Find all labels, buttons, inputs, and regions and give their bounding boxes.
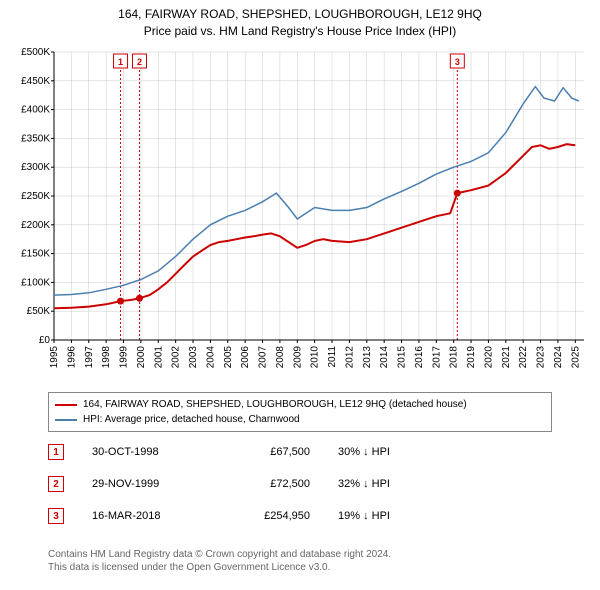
event-row: 1 30-OCT-1998 £67,500 30% ↓ HPI (48, 436, 552, 468)
svg-text:2020: 2020 (483, 346, 494, 369)
svg-text:2008: 2008 (275, 346, 286, 369)
svg-text:2009: 2009 (292, 346, 303, 369)
svg-text:2006: 2006 (240, 346, 251, 369)
title-block: 164, FAIRWAY ROAD, SHEPSHED, LOUGHBOROUG… (0, 0, 600, 40)
svg-text:2017: 2017 (431, 346, 442, 369)
chart-svg: 1 2 3 £0 £50K £100K £150K £200K £250K £300K £350K £… (8, 44, 592, 384)
svg-text:£500K: £500K (21, 47, 50, 58)
svg-text:2007: 2007 (258, 346, 269, 369)
svg-text:2016: 2016 (414, 346, 425, 369)
svg-text:£300K: £300K (21, 162, 50, 173)
svg-text:2018: 2018 (449, 346, 460, 369)
event-delta: 19% ↓ HPI (338, 510, 458, 522)
legend-swatch (55, 404, 77, 406)
svg-text:2012: 2012 (344, 346, 355, 369)
svg-text:2015: 2015 (397, 346, 408, 369)
event-delta: 30% ↓ HPI (338, 446, 458, 458)
svg-text:2010: 2010 (310, 346, 321, 369)
svg-text:2023: 2023 (536, 346, 547, 369)
svg-text:£100K: £100K (21, 277, 50, 288)
svg-text:£350K: £350K (21, 133, 50, 144)
event-row: 2 29-NOV-1999 £72,500 32% ↓ HPI (48, 468, 552, 500)
svg-text:£150K: £150K (21, 249, 50, 260)
svg-text:2001: 2001 (153, 346, 164, 369)
event-marker-icon: 3 (48, 508, 64, 524)
svg-text:1995: 1995 (49, 346, 60, 369)
title-line-1: 164, FAIRWAY ROAD, SHEPSHED, LOUGHBOROUG… (0, 6, 600, 23)
footnote-line: This data is licensed under the Open Gov… (48, 561, 552, 574)
event-price: £72,500 (220, 478, 310, 490)
svg-text:2005: 2005 (223, 346, 234, 369)
svg-text:2003: 2003 (188, 346, 199, 369)
event-row: 3 16-MAR-2018 £254,950 19% ↓ HPI (48, 500, 552, 532)
svg-text:3: 3 (455, 57, 460, 67)
svg-text:£200K: £200K (21, 220, 50, 231)
svg-text:2000: 2000 (136, 346, 147, 369)
legend-swatch (55, 419, 77, 421)
svg-text:2025: 2025 (570, 346, 581, 369)
event-date: 29-NOV-1999 (92, 478, 192, 490)
legend-label: HPI: Average price, detached house, Char… (83, 412, 300, 427)
chart: 1 2 3 £0 £50K £100K £150K £200K £250K £300K £350K £… (8, 44, 592, 384)
svg-text:1998: 1998 (101, 346, 112, 369)
events-table: 1 30-OCT-1998 £67,500 30% ↓ HPI 2 29-NOV… (48, 436, 552, 532)
footnote: Contains HM Land Registry data © Crown c… (48, 548, 552, 574)
event-marker-icon: 1 (48, 444, 64, 460)
svg-text:2: 2 (137, 57, 142, 67)
event-date: 16-MAR-2018 (92, 510, 192, 522)
svg-text:2019: 2019 (466, 346, 477, 369)
svg-text:£0: £0 (39, 335, 51, 346)
event-date: 30-OCT-1998 (92, 446, 192, 458)
svg-text:£50K: £50K (27, 306, 51, 317)
footnote-line: Contains HM Land Registry data © Crown c… (48, 548, 552, 561)
event-price: £67,500 (220, 446, 310, 458)
legend: 164, FAIRWAY ROAD, SHEPSHED, LOUGHBOROUG… (48, 392, 552, 432)
svg-text:2021: 2021 (501, 346, 512, 369)
svg-text:1997: 1997 (84, 346, 95, 369)
svg-text:2002: 2002 (171, 346, 182, 369)
legend-item: HPI: Average price, detached house, Char… (55, 412, 545, 427)
event-price: £254,950 (220, 510, 310, 522)
svg-text:2024: 2024 (553, 346, 564, 369)
title-line-2: Price paid vs. HM Land Registry's House … (0, 23, 600, 40)
svg-text:2004: 2004 (205, 346, 216, 369)
event-marker-icon: 2 (48, 476, 64, 492)
svg-text:2014: 2014 (379, 346, 390, 369)
svg-text:2013: 2013 (362, 346, 373, 369)
svg-text:£400K: £400K (21, 105, 50, 116)
svg-text:2011: 2011 (327, 346, 338, 368)
svg-text:1: 1 (118, 57, 123, 67)
legend-item: 164, FAIRWAY ROAD, SHEPSHED, LOUGHBOROUG… (55, 397, 545, 412)
legend-label: 164, FAIRWAY ROAD, SHEPSHED, LOUGHBOROUG… (83, 397, 467, 412)
svg-text:£250K: £250K (21, 191, 50, 202)
svg-text:£450K: £450K (21, 76, 50, 87)
svg-text:1999: 1999 (119, 346, 130, 369)
svg-text:1996: 1996 (66, 346, 77, 369)
chart-container: 164, FAIRWAY ROAD, SHEPSHED, LOUGHBOROUG… (0, 0, 600, 590)
svg-text:2022: 2022 (518, 346, 529, 369)
event-delta: 32% ↓ HPI (338, 478, 458, 490)
